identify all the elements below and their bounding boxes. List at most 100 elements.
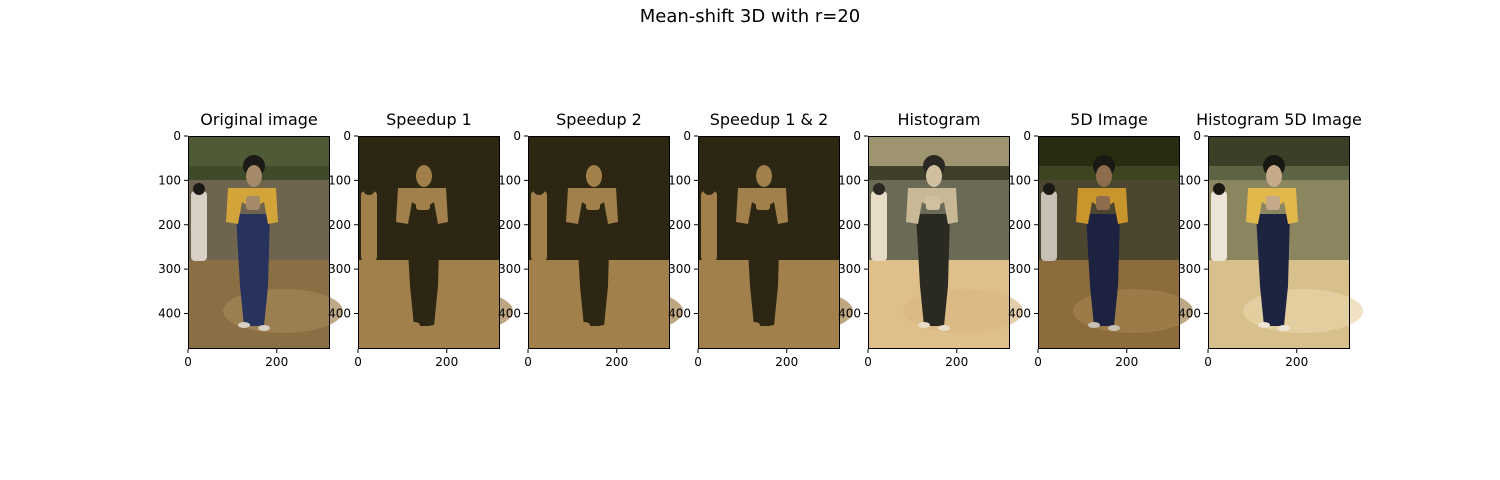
y-tick-label: 400 xyxy=(1178,307,1201,321)
dancer-skirt xyxy=(406,214,440,326)
x-tick-label: 200 xyxy=(945,355,968,369)
dancer-hands xyxy=(586,196,600,210)
side-figure xyxy=(871,191,887,261)
panel-title: 5D Image xyxy=(1070,110,1148,129)
dancer-face xyxy=(586,165,602,187)
y-tick-label: 0 xyxy=(853,129,861,143)
y-tick-label: 300 xyxy=(328,262,351,276)
y-tick-label: 100 xyxy=(1008,173,1031,187)
x-tick-label: 200 xyxy=(775,355,798,369)
y-tick-label: 400 xyxy=(668,307,691,321)
axes-frame xyxy=(1208,136,1350,349)
dancer-skirt xyxy=(576,214,610,326)
side-figure-head xyxy=(363,183,375,195)
side-figure xyxy=(701,191,717,261)
dancer-skirt xyxy=(916,214,950,326)
panel-title: Speedup 2 xyxy=(556,110,642,129)
axes-frame xyxy=(358,136,500,349)
side-figure-head xyxy=(533,183,545,195)
y-tick-label: 300 xyxy=(1008,262,1031,276)
dancer-foot xyxy=(258,325,270,331)
y-tick-label: 100 xyxy=(668,173,691,187)
image-scene xyxy=(698,136,853,349)
y-tick-label: 400 xyxy=(838,307,861,321)
x-tick-label: 200 xyxy=(1115,355,1138,369)
dancer-foot xyxy=(238,322,250,328)
image-axes: 0 100 200 300 400 0 200 xyxy=(838,129,1023,369)
y-tick-label: 400 xyxy=(158,307,181,321)
dancer-hands xyxy=(926,196,940,210)
image-axes: 0 100 200 300 400 0 200 xyxy=(498,129,683,369)
dancer-face xyxy=(246,165,262,187)
image-axes: 0 100 200 300 400 0 200 xyxy=(158,129,343,369)
dancer-foot xyxy=(768,325,780,331)
axes-frame xyxy=(698,136,840,349)
y-tick-label: 100 xyxy=(158,173,181,187)
dancer-foot xyxy=(578,322,590,328)
image-scene xyxy=(1208,136,1363,349)
axes-frame xyxy=(528,136,670,349)
side-figure-head xyxy=(193,183,205,195)
dancer-skirt xyxy=(1256,214,1290,326)
dancer-skirt xyxy=(236,214,270,326)
dancer-face xyxy=(756,165,772,187)
y-tick-label: 0 xyxy=(513,129,521,143)
image-axes: 0 100 200 300 400 0 200 xyxy=(668,129,853,369)
x-tick-label: 200 xyxy=(435,355,458,369)
dancer-foot xyxy=(938,325,950,331)
dancer-foot xyxy=(428,325,440,331)
y-tick-label: 200 xyxy=(1178,218,1201,232)
y-tick-label: 0 xyxy=(1023,129,1031,143)
image-scene xyxy=(358,136,513,349)
dancer-foot xyxy=(1258,322,1270,328)
side-figure-head xyxy=(703,183,715,195)
x-tick-label: 0 xyxy=(694,355,702,369)
y-tick-label: 200 xyxy=(328,218,351,232)
panel-title: Speedup 1 & 2 xyxy=(709,110,829,129)
y-tick-label: 200 xyxy=(1008,218,1031,232)
side-figure xyxy=(531,191,547,261)
y-tick-label: 100 xyxy=(328,173,351,187)
panel-title: Speedup 1 xyxy=(386,110,472,129)
image-axes: 0 100 200 300 400 0 200 xyxy=(1178,129,1363,369)
dancer-foot xyxy=(598,325,610,331)
dancer-foot xyxy=(748,322,760,328)
side-figure-head xyxy=(873,183,885,195)
x-tick-label: 200 xyxy=(605,355,628,369)
panel-title: Histogram 5D Image xyxy=(1196,110,1362,129)
y-tick-label: 400 xyxy=(498,307,521,321)
image-scene xyxy=(188,136,343,349)
x-tick-label: 200 xyxy=(1285,355,1308,369)
image-scene xyxy=(1038,136,1193,349)
image-axes: 0 100 200 300 400 0 200 xyxy=(328,129,513,369)
dancer-face xyxy=(926,165,942,187)
image-axes: 0 100 200 300 400 0 200 xyxy=(1008,129,1193,369)
y-tick-label: 100 xyxy=(1178,173,1201,187)
x-tick-label: 0 xyxy=(1034,355,1042,369)
axes-frame xyxy=(868,136,1010,349)
side-figure-head xyxy=(1043,183,1055,195)
side-figure xyxy=(1041,191,1057,261)
dancer-foot xyxy=(918,322,930,328)
x-tick-label: 0 xyxy=(184,355,192,369)
x-tick-label: 0 xyxy=(354,355,362,369)
figure-title: Mean-shift 3D with r=20 xyxy=(639,6,861,27)
x-tick-label: 0 xyxy=(864,355,872,369)
y-tick-label: 100 xyxy=(498,173,521,187)
y-tick-label: 300 xyxy=(158,262,181,276)
dancer-face xyxy=(1266,165,1282,187)
dancer-skirt xyxy=(1086,214,1120,326)
y-tick-label: 0 xyxy=(1193,129,1201,143)
x-tick-label: 0 xyxy=(1204,355,1212,369)
side-figure xyxy=(361,191,377,261)
dancer-hands xyxy=(756,196,770,210)
image-scene xyxy=(868,136,1023,349)
side-figure xyxy=(1211,191,1227,261)
y-tick-label: 200 xyxy=(668,218,691,232)
dancer-hands xyxy=(1096,196,1110,210)
x-tick-label: 200 xyxy=(265,355,288,369)
panel-title: Histogram xyxy=(897,110,981,129)
dancer-foot xyxy=(408,322,420,328)
dancer-foot xyxy=(1108,325,1120,331)
y-tick-label: 200 xyxy=(498,218,521,232)
